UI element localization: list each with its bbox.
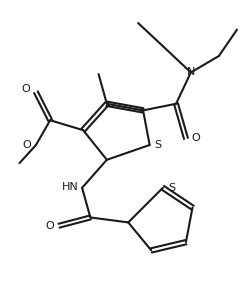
Text: O: O [21, 84, 30, 94]
Text: S: S [168, 183, 175, 193]
Text: HN: HN [61, 182, 78, 192]
Text: S: S [155, 140, 162, 150]
Text: N: N [187, 68, 195, 78]
Text: O: O [22, 140, 31, 150]
Text: O: O [45, 221, 54, 231]
Text: O: O [192, 133, 201, 143]
